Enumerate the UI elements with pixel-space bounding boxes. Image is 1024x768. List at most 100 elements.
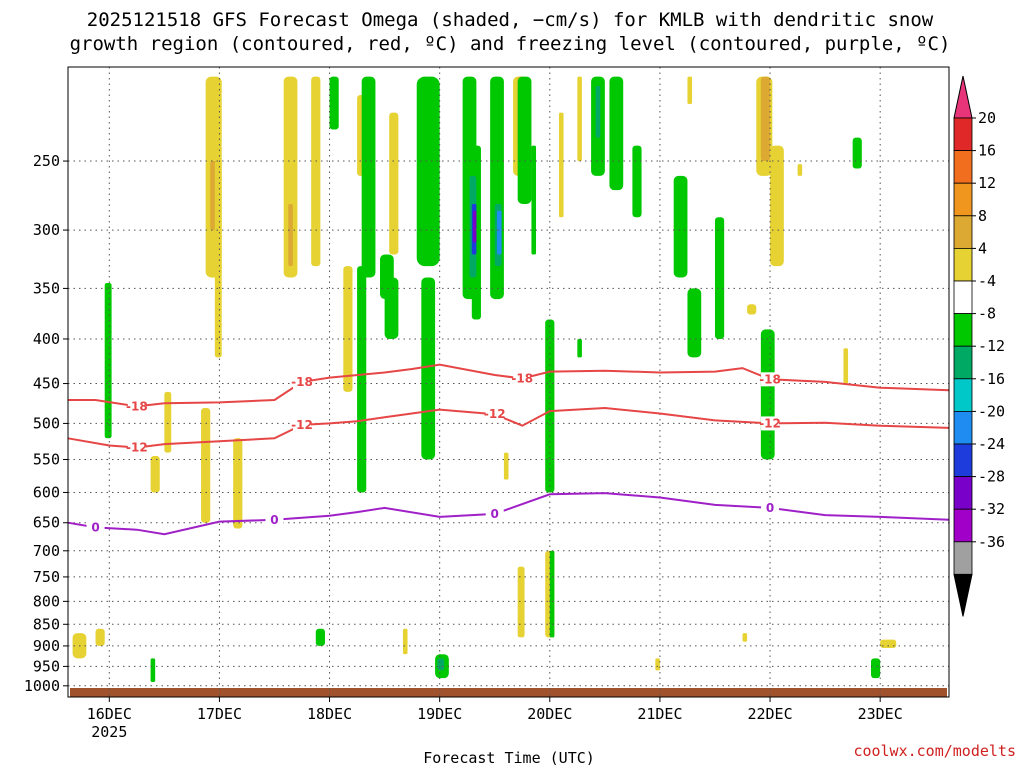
y-tick-label-750: 750	[33, 568, 60, 586]
omega-shade-42	[421, 277, 436, 460]
x-axis-label: Forecast Time (UTC)	[423, 749, 595, 767]
contour-label-0-1: -18	[291, 375, 313, 389]
colorbar-box-4	[953, 247, 973, 282]
omega-shade-21	[558, 112, 564, 218]
omega-shade-3	[164, 391, 172, 453]
omega-shade-38	[361, 76, 376, 278]
omega-shade-58	[595, 85, 601, 138]
colorbar-box-3	[953, 215, 973, 249]
y-tick-label-350: 350	[33, 279, 60, 297]
contour-label-bg-0-1	[293, 374, 312, 389]
colorbar-box-8	[953, 378, 973, 412]
omega-shade-60	[632, 145, 642, 218]
omega-shade-31	[655, 658, 660, 671]
contour-label-bg-2-0	[86, 520, 105, 535]
chart-title-line2: growth region (contoured, red, ºC) and f…	[70, 33, 951, 55]
contour-label-bg-2-1	[265, 512, 284, 527]
contour-label-0-3: -18	[759, 372, 781, 386]
contour-line-1	[67, 406, 950, 449]
colorbar-label-8: 8	[978, 207, 987, 225]
y-tick-label-700: 700	[33, 542, 60, 560]
omega-shade-10	[288, 203, 293, 267]
colorbar-box-0	[953, 117, 973, 151]
omega-shade-54	[531, 145, 537, 255]
x-tick-label-21DEC: 21DEC	[637, 705, 682, 723]
omega-shading-layer	[70, 76, 947, 697]
omega-shade-26	[770, 145, 784, 267]
x-tick-label-22DEC: 22DEC	[747, 705, 792, 723]
omega-shade-44	[437, 658, 445, 671]
omega-shade-14	[389, 112, 399, 255]
omega-shade-32	[880, 639, 897, 649]
colorbar-label-4: 4	[978, 239, 987, 257]
x-tick-label-17DEC: 17DEC	[197, 705, 242, 723]
omega-shade-53	[517, 76, 532, 204]
contour-label-bg-1-2	[485, 407, 504, 422]
omega-shade-8	[233, 438, 243, 529]
colorbar-box-1	[953, 150, 973, 184]
x-tick-label-23DEC: 23DEC	[858, 705, 903, 723]
contour-label-2-3: 0	[766, 501, 774, 515]
y-tick-label-400: 400	[33, 330, 60, 348]
colorbar-box-7	[953, 345, 973, 380]
colorbar-box-12	[953, 508, 973, 543]
y-tick-label-900: 900	[33, 637, 60, 655]
omega-shade-56	[549, 550, 555, 638]
omega-shade-40	[384, 277, 399, 339]
colorbar-box-10	[953, 443, 973, 477]
grid-layer	[68, 67, 949, 697]
omega-shade-1	[95, 628, 105, 646]
colorbar-box-9	[953, 410, 973, 445]
y-tick-label-800: 800	[33, 592, 60, 610]
contour-label-bg-1-0	[127, 440, 146, 455]
y-tick-label-1000: 1000	[24, 677, 60, 695]
colorbar-box-6	[953, 313, 973, 347]
omega-shade-18	[503, 452, 509, 480]
contour-label-bg-1-1	[293, 417, 312, 432]
colorbar-label--20: -20	[978, 402, 1005, 420]
x-tick-label-16DEC: 16DEC	[87, 705, 132, 723]
omega-shade-25	[760, 76, 771, 162]
y-tick-label-950: 950	[33, 657, 60, 675]
omega-shade-49	[472, 210, 477, 243]
omega-shade-7	[201, 407, 211, 523]
contour-label-bg-0-2	[513, 371, 532, 386]
colorbar-box-5	[953, 280, 973, 314]
contour-label-bg-1-3	[761, 416, 780, 431]
contour-label-bg-0-0	[127, 399, 146, 414]
omega-shade-59	[609, 76, 624, 191]
omega-shade-41	[416, 76, 440, 267]
omega-shade-30	[742, 633, 748, 642]
contour-label-2-2: 0	[491, 507, 499, 521]
colorbar-label--24: -24	[978, 435, 1005, 453]
y-tick-label-300: 300	[33, 221, 60, 239]
y-tick-label-600: 600	[33, 483, 60, 501]
contour-label-1-3: -12	[759, 416, 781, 430]
omega-shade-66	[870, 658, 881, 679]
omega-shade-19	[517, 566, 525, 638]
colorbar-label-12: 12	[978, 174, 996, 192]
y-tick-label-450: 450	[33, 375, 60, 393]
contour-layer: -18 -18 -18 -18 -12 -12 -12 -12 0 0 0 0	[67, 363, 950, 536]
omega-shade-27	[797, 164, 803, 176]
contour-label-bg-2-3	[761, 500, 780, 515]
colorbar-box-2	[953, 182, 973, 217]
ground-surface	[70, 688, 947, 697]
x-tick-label-20DEC: 20DEC	[527, 705, 572, 723]
x-tick-label-19DEC: 19DEC	[417, 705, 462, 723]
omega-shade-61	[577, 338, 582, 358]
colorbar-label--28: -28	[978, 468, 1005, 486]
omega-shade-65	[760, 329, 775, 460]
omega-shade-34	[150, 658, 156, 683]
omega-shade-29	[843, 348, 849, 384]
y-axis: 250 300 350 400 450 500 550 600 650 700 750 800 850 9…	[24, 152, 68, 695]
colorbar-label--16: -16	[978, 370, 1005, 388]
omega-shade-2	[150, 456, 160, 493]
contour-label-1-0: -12	[126, 441, 148, 455]
omega-shade-23	[687, 76, 693, 104]
chart-title-line1: 2025121518 GFS Forecast Omega (shaded, −…	[87, 9, 934, 31]
omega-shade-37	[357, 266, 367, 493]
y-tick-label-550: 550	[33, 451, 60, 469]
y-tick-label-500: 500	[33, 414, 60, 432]
